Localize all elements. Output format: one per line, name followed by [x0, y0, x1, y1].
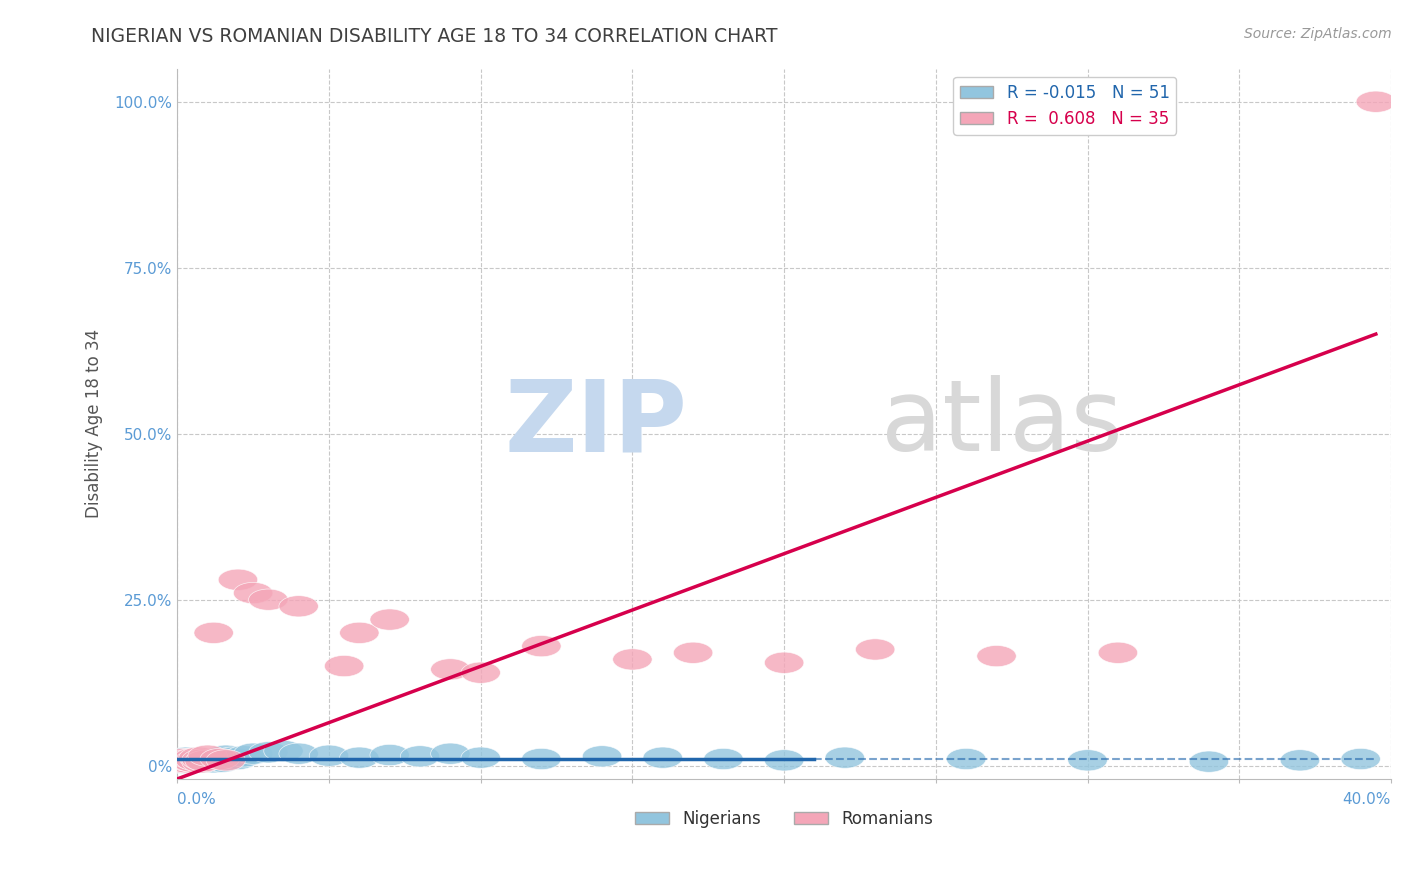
Ellipse shape — [173, 748, 212, 770]
Ellipse shape — [825, 747, 865, 768]
Ellipse shape — [167, 749, 207, 771]
Ellipse shape — [188, 748, 228, 770]
Ellipse shape — [197, 749, 236, 771]
Ellipse shape — [202, 751, 242, 772]
Text: 40.0%: 40.0% — [1343, 792, 1391, 807]
Ellipse shape — [233, 743, 273, 764]
Ellipse shape — [212, 747, 252, 768]
Ellipse shape — [176, 749, 215, 771]
Ellipse shape — [673, 642, 713, 664]
Ellipse shape — [194, 623, 233, 643]
Ellipse shape — [194, 752, 233, 773]
Ellipse shape — [522, 635, 561, 657]
Ellipse shape — [181, 752, 221, 773]
Ellipse shape — [1341, 748, 1381, 770]
Ellipse shape — [643, 747, 682, 768]
Ellipse shape — [181, 751, 221, 772]
Ellipse shape — [370, 745, 409, 765]
Ellipse shape — [188, 751, 228, 772]
Ellipse shape — [207, 749, 246, 771]
Ellipse shape — [225, 746, 264, 767]
Ellipse shape — [176, 751, 215, 772]
Text: Source: ZipAtlas.com: Source: ZipAtlas.com — [1244, 27, 1392, 41]
Ellipse shape — [977, 646, 1017, 666]
Ellipse shape — [430, 743, 470, 764]
Ellipse shape — [461, 747, 501, 768]
Ellipse shape — [184, 750, 225, 772]
Ellipse shape — [855, 639, 894, 660]
Ellipse shape — [522, 748, 561, 770]
Ellipse shape — [173, 747, 212, 769]
Ellipse shape — [946, 748, 986, 770]
Text: ZIP: ZIP — [505, 376, 688, 472]
Ellipse shape — [207, 745, 246, 766]
Ellipse shape — [309, 745, 349, 766]
Ellipse shape — [582, 746, 621, 767]
Ellipse shape — [163, 752, 202, 773]
Ellipse shape — [179, 752, 218, 773]
Ellipse shape — [160, 752, 200, 773]
Ellipse shape — [704, 748, 744, 770]
Text: atlas: atlas — [882, 376, 1123, 472]
Ellipse shape — [218, 748, 257, 770]
Text: 0.0%: 0.0% — [177, 792, 217, 807]
Ellipse shape — [1098, 642, 1137, 664]
Ellipse shape — [184, 752, 225, 773]
Ellipse shape — [340, 747, 380, 768]
Ellipse shape — [430, 659, 470, 680]
Ellipse shape — [179, 747, 218, 768]
Ellipse shape — [1281, 749, 1320, 771]
Ellipse shape — [163, 748, 202, 770]
Ellipse shape — [173, 750, 212, 772]
Ellipse shape — [613, 648, 652, 670]
Ellipse shape — [188, 745, 228, 766]
Ellipse shape — [163, 748, 202, 770]
Ellipse shape — [249, 589, 288, 610]
Ellipse shape — [170, 750, 209, 772]
Ellipse shape — [370, 609, 409, 631]
Ellipse shape — [461, 662, 501, 683]
Ellipse shape — [765, 749, 804, 771]
Ellipse shape — [765, 652, 804, 673]
Ellipse shape — [173, 751, 212, 772]
Ellipse shape — [249, 742, 288, 763]
Ellipse shape — [167, 752, 207, 773]
Text: NIGERIAN VS ROMANIAN DISABILITY AGE 18 TO 34 CORRELATION CHART: NIGERIAN VS ROMANIAN DISABILITY AGE 18 T… — [91, 27, 778, 45]
Ellipse shape — [167, 749, 207, 771]
Ellipse shape — [401, 746, 440, 767]
Ellipse shape — [160, 752, 200, 773]
Ellipse shape — [340, 623, 380, 643]
Ellipse shape — [179, 749, 218, 771]
Ellipse shape — [1189, 751, 1229, 772]
Ellipse shape — [278, 743, 318, 764]
Ellipse shape — [160, 749, 200, 771]
Ellipse shape — [176, 749, 215, 771]
Legend: Nigerians, Romanians: Nigerians, Romanians — [628, 803, 939, 835]
Ellipse shape — [1357, 91, 1396, 112]
Ellipse shape — [233, 582, 273, 604]
Ellipse shape — [264, 740, 304, 762]
Ellipse shape — [163, 751, 202, 772]
Ellipse shape — [160, 749, 200, 771]
Ellipse shape — [218, 569, 257, 591]
Ellipse shape — [278, 596, 318, 617]
Ellipse shape — [200, 748, 239, 770]
Ellipse shape — [1067, 749, 1108, 771]
Ellipse shape — [170, 749, 209, 771]
Ellipse shape — [167, 747, 207, 768]
Ellipse shape — [191, 749, 231, 771]
Ellipse shape — [163, 751, 202, 772]
Y-axis label: Disability Age 18 to 34: Disability Age 18 to 34 — [86, 329, 103, 518]
Ellipse shape — [173, 752, 212, 773]
Ellipse shape — [170, 751, 209, 772]
Ellipse shape — [325, 656, 364, 677]
Ellipse shape — [167, 752, 207, 773]
Ellipse shape — [181, 748, 221, 770]
Ellipse shape — [181, 749, 221, 771]
